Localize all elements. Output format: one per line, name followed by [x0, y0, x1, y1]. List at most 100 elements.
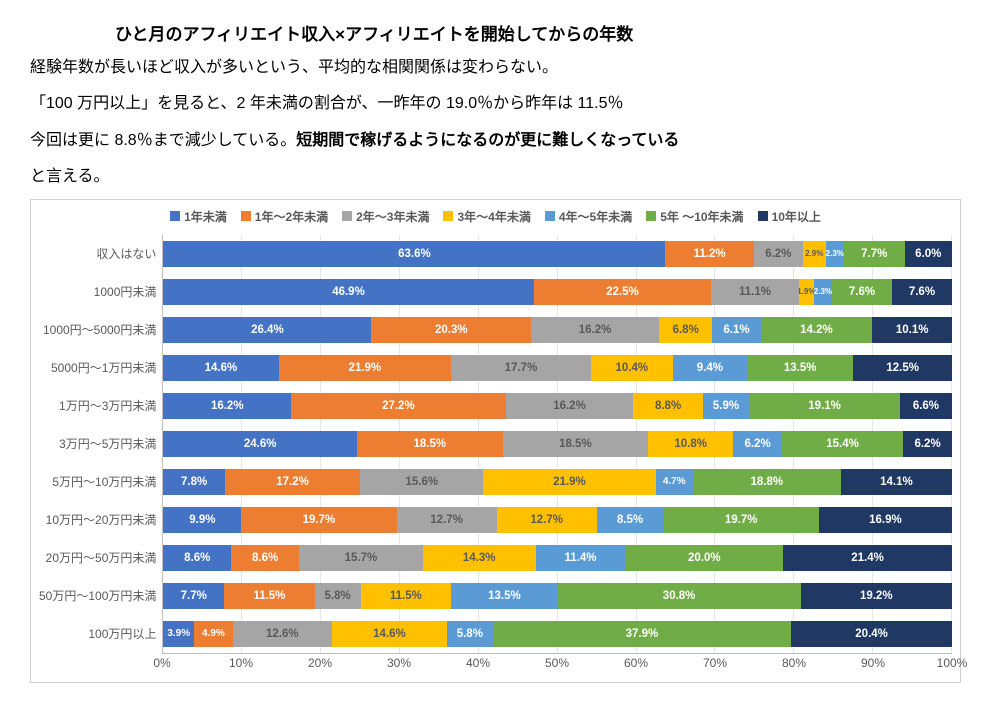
bar-row: 14.6%21.9%17.7%10.4%9.4%13.5%12.5% [163, 349, 952, 387]
y-axis-label: 5万円～10万円未満 [39, 463, 156, 501]
legend-item: 4年～5年未満 [545, 208, 632, 225]
bar-segment: 19.1% [749, 393, 900, 419]
bar-row: 26.4%20.3%16.2%6.8%6.1%14.2%10.1% [163, 311, 952, 349]
legend-swatch [443, 211, 453, 221]
bar-segment: 4.7% [656, 469, 693, 495]
bar-segment: 22.5% [534, 279, 712, 305]
bar-segment: 19.7% [241, 507, 396, 533]
legend-label: 1年未満 [184, 208, 227, 225]
y-axis-label: 20万円～50万円未満 [39, 539, 156, 577]
bar-segment: 14.3% [423, 545, 536, 571]
y-axis-label: 1000円～5000円未満 [39, 311, 156, 349]
bar-row: 7.7%11.5%5.8%11.5%13.5%30.8%19.2% [163, 577, 952, 615]
bar-segment: 14.6% [163, 355, 278, 381]
x-axis-tick: 100% [937, 656, 968, 670]
bar-row: 7.8%17.2%15.6%21.9%4.7%18.8%14.1% [163, 463, 952, 501]
legend-label: 10年以上 [772, 208, 821, 225]
bar-segment: 20.4% [791, 621, 952, 647]
bar-segment: 13.5% [451, 583, 557, 609]
x-axis-ticks: 0%10%20%30%40%50%60%70%80%90%100% [162, 656, 952, 674]
legend-item: 1年～2年未満 [241, 208, 328, 225]
legend-swatch [758, 211, 768, 221]
bar-row: 8.6%8.6%15.7%14.3%11.4%20.0%21.4% [163, 539, 952, 577]
bar-segment: 11.1% [711, 279, 799, 305]
bar-segment: 6.8% [659, 317, 713, 343]
legend-label: 5年 ～10年未満 [660, 208, 743, 225]
x-axis-tick: 90% [861, 656, 885, 670]
bar-segment: 46.9% [163, 279, 533, 305]
bar-segment: 2.3% [826, 241, 844, 267]
bar-segment: 18.5% [357, 431, 503, 457]
y-axis-label: 1000円未満 [39, 273, 156, 311]
bar-row: 46.9%22.5%11.1%1.9%2.3%7.6%7.6% [163, 273, 952, 311]
y-axis-label: 1万円～3万円未満 [39, 387, 156, 425]
bar-row: 16.2%27.2%16.2%8.8%5.9%19.1%6.6% [163, 387, 952, 425]
bar-segment: 11.5% [224, 583, 315, 609]
x-axis-tick: 10% [229, 656, 253, 670]
y-axis-label: 5000円～1万円未満 [39, 349, 156, 387]
bar-segment: 12.7% [497, 507, 597, 533]
x-axis: 0%10%20%30%40%50%60%70%80%90%100% [39, 656, 952, 674]
bar-segment: 18.8% [693, 469, 841, 495]
bar-segment: 3.9% [163, 621, 194, 647]
bar-segment: 7.6% [832, 279, 892, 305]
description-line-4: と言える。 [30, 162, 961, 192]
bar-segment: 7.6% [892, 279, 952, 305]
legend-label: 3年～4年未満 [457, 208, 530, 225]
bar-segment: 6.2% [733, 431, 782, 457]
bar-segment: 8.6% [163, 545, 231, 571]
bar-row: 3.9%4.9%12.6%14.6%5.8%37.9%20.4% [163, 615, 952, 653]
y-axis-label: 50万円～100万円未満 [39, 577, 156, 615]
bar-segment: 2.9% [803, 241, 826, 267]
legend-label: 4年～5年未満 [559, 208, 632, 225]
bar-segment: 10.8% [648, 431, 733, 457]
x-axis-tick: 20% [308, 656, 332, 670]
bar-segment: 19.7% [664, 507, 819, 533]
bar-segment: 21.9% [279, 355, 452, 381]
x-axis-tick: 80% [782, 656, 806, 670]
bar-segment: 12.5% [853, 355, 952, 381]
bar-row: 9.9%19.7%12.7%12.7%8.5%19.7%16.9% [163, 501, 952, 539]
bar-segment: 12.7% [397, 507, 497, 533]
bar-segment: 24.6% [163, 431, 357, 457]
bar-segment: 11.4% [536, 545, 626, 571]
legend-swatch [170, 211, 180, 221]
y-axis-label: 10万円～20万円未満 [39, 501, 156, 539]
y-axis-label: 100万円以上 [39, 615, 156, 653]
bar-segment: 4.9% [194, 621, 233, 647]
x-axis-tick: 70% [703, 656, 727, 670]
chart-plot: 収入はない1000円未満1000円～5000円未満5000円～1万円未満1万円～… [39, 235, 952, 654]
bar-segment: 1.9% [799, 279, 814, 305]
x-axis-tick: 50% [545, 656, 569, 670]
chart-rows: 63.6%11.2%6.2%2.9%2.3%7.7%6.0%46.9%22.5%… [163, 235, 952, 653]
bar-segment: 5.9% [703, 393, 750, 419]
chart-container: 1年未満 1年～2年未満 2年～3年未満 3年～4年未満 4年～5年未満 5年 ～10年未… [30, 199, 961, 683]
legend-item: 2年～3年未満 [342, 208, 429, 225]
bar-segment: 14.2% [761, 317, 873, 343]
bar-segment: 13.5% [747, 355, 853, 381]
bar-segment: 20.0% [625, 545, 783, 571]
bar-row: 63.6%11.2%6.2%2.9%2.3%7.7%6.0% [163, 235, 952, 273]
bar-segment: 15.4% [782, 431, 903, 457]
bar-segment: 16.2% [531, 317, 659, 343]
bar-segment: 15.6% [360, 469, 483, 495]
bar-segment: 11.5% [361, 583, 452, 609]
bar-segment: 17.7% [451, 355, 591, 381]
bar-row: 24.6%18.5%18.5%10.8%6.2%15.4%6.2% [163, 425, 952, 463]
description-line-3: 今回は更に 8.8％まで減少している。短期間で稼げるようになるのが更に難しくなっ… [30, 126, 961, 156]
legend-swatch [241, 211, 251, 221]
bar-segment: 30.8% [558, 583, 801, 609]
description-line-2: 「100 万円以上」を見ると、2 年未満の割合が、一昨年の 19.0％から昨年は… [30, 89, 961, 119]
legend-swatch [646, 211, 656, 221]
bar-segment: 7.7% [163, 583, 224, 609]
legend-item: 3年～4年未満 [443, 208, 530, 225]
legend-swatch [342, 211, 352, 221]
bar-segment: 6.1% [712, 317, 760, 343]
bar-segment: 21.9% [483, 469, 656, 495]
legend-label: 2年～3年未満 [356, 208, 429, 225]
bar-segment: 16.2% [506, 393, 634, 419]
bar-segment: 26.4% [163, 317, 371, 343]
x-axis-tick: 0% [153, 656, 170, 670]
bar-segment: 15.7% [299, 545, 423, 571]
bar-segment: 6.2% [903, 431, 952, 457]
